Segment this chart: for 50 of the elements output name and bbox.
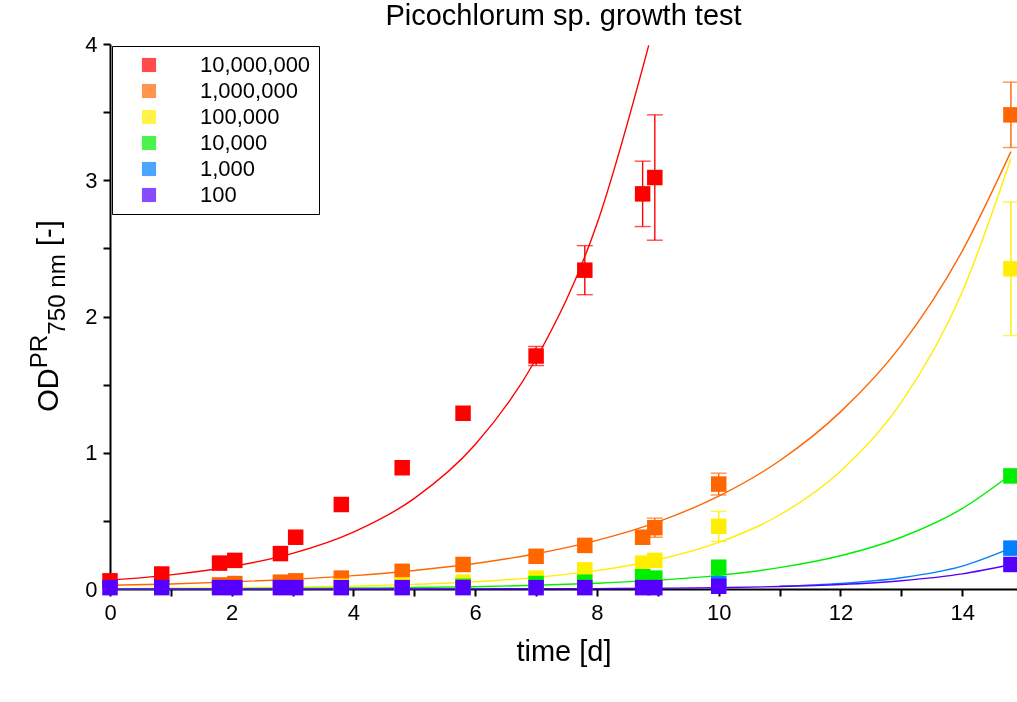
point bbox=[394, 459, 410, 476]
point bbox=[577, 262, 593, 278]
y-tick-label: 0 bbox=[85, 576, 98, 602]
legend-label: 1,000,000 bbox=[200, 78, 298, 103]
point bbox=[647, 579, 663, 596]
point bbox=[227, 552, 243, 569]
point bbox=[211, 555, 228, 571]
x-tick-label: 8 bbox=[591, 599, 604, 625]
x-tick-label: 10 bbox=[706, 599, 732, 625]
point bbox=[154, 579, 170, 596]
point bbox=[1003, 540, 1017, 556]
point bbox=[1003, 556, 1017, 573]
legend-label: 100 bbox=[200, 182, 237, 207]
y-tick-label: 2 bbox=[85, 304, 98, 329]
point bbox=[647, 552, 663, 569]
legend-label: 1,000 bbox=[200, 156, 256, 181]
point bbox=[634, 529, 651, 545]
point bbox=[528, 548, 544, 565]
point bbox=[577, 537, 593, 554]
x-tick-label: 12 bbox=[828, 599, 854, 625]
x-tick-label: 4 bbox=[347, 599, 361, 625]
chart-title: Picochlorum sp. growth test bbox=[385, 0, 742, 31]
point bbox=[455, 556, 471, 573]
point bbox=[272, 545, 289, 562]
y-tick-label: 1 bbox=[85, 440, 98, 466]
legend-label: 10,000 bbox=[200, 130, 268, 155]
point bbox=[287, 579, 304, 596]
point bbox=[1003, 261, 1017, 277]
point bbox=[227, 579, 243, 596]
point bbox=[287, 529, 304, 545]
y-tick-label: 4 bbox=[85, 31, 98, 57]
x-tick-label: 2 bbox=[226, 599, 239, 625]
point bbox=[102, 579, 118, 596]
x-tick-label: 6 bbox=[469, 599, 482, 625]
point bbox=[1003, 468, 1017, 484]
point bbox=[710, 476, 727, 492]
point bbox=[528, 579, 544, 596]
legend-label: 10,000,000 bbox=[200, 52, 311, 77]
point bbox=[455, 405, 471, 421]
point bbox=[333, 496, 350, 513]
x-tick-label: 14 bbox=[950, 599, 975, 625]
x-tick-label: 0 bbox=[104, 599, 117, 625]
point bbox=[272, 579, 289, 596]
point bbox=[634, 186, 651, 202]
point bbox=[1003, 107, 1017, 123]
legend-label: 100,000 bbox=[200, 104, 280, 129]
point bbox=[577, 579, 593, 596]
x-axis-title: time [d] bbox=[516, 634, 612, 667]
y-tick-label: 3 bbox=[85, 167, 98, 193]
point bbox=[710, 559, 727, 575]
